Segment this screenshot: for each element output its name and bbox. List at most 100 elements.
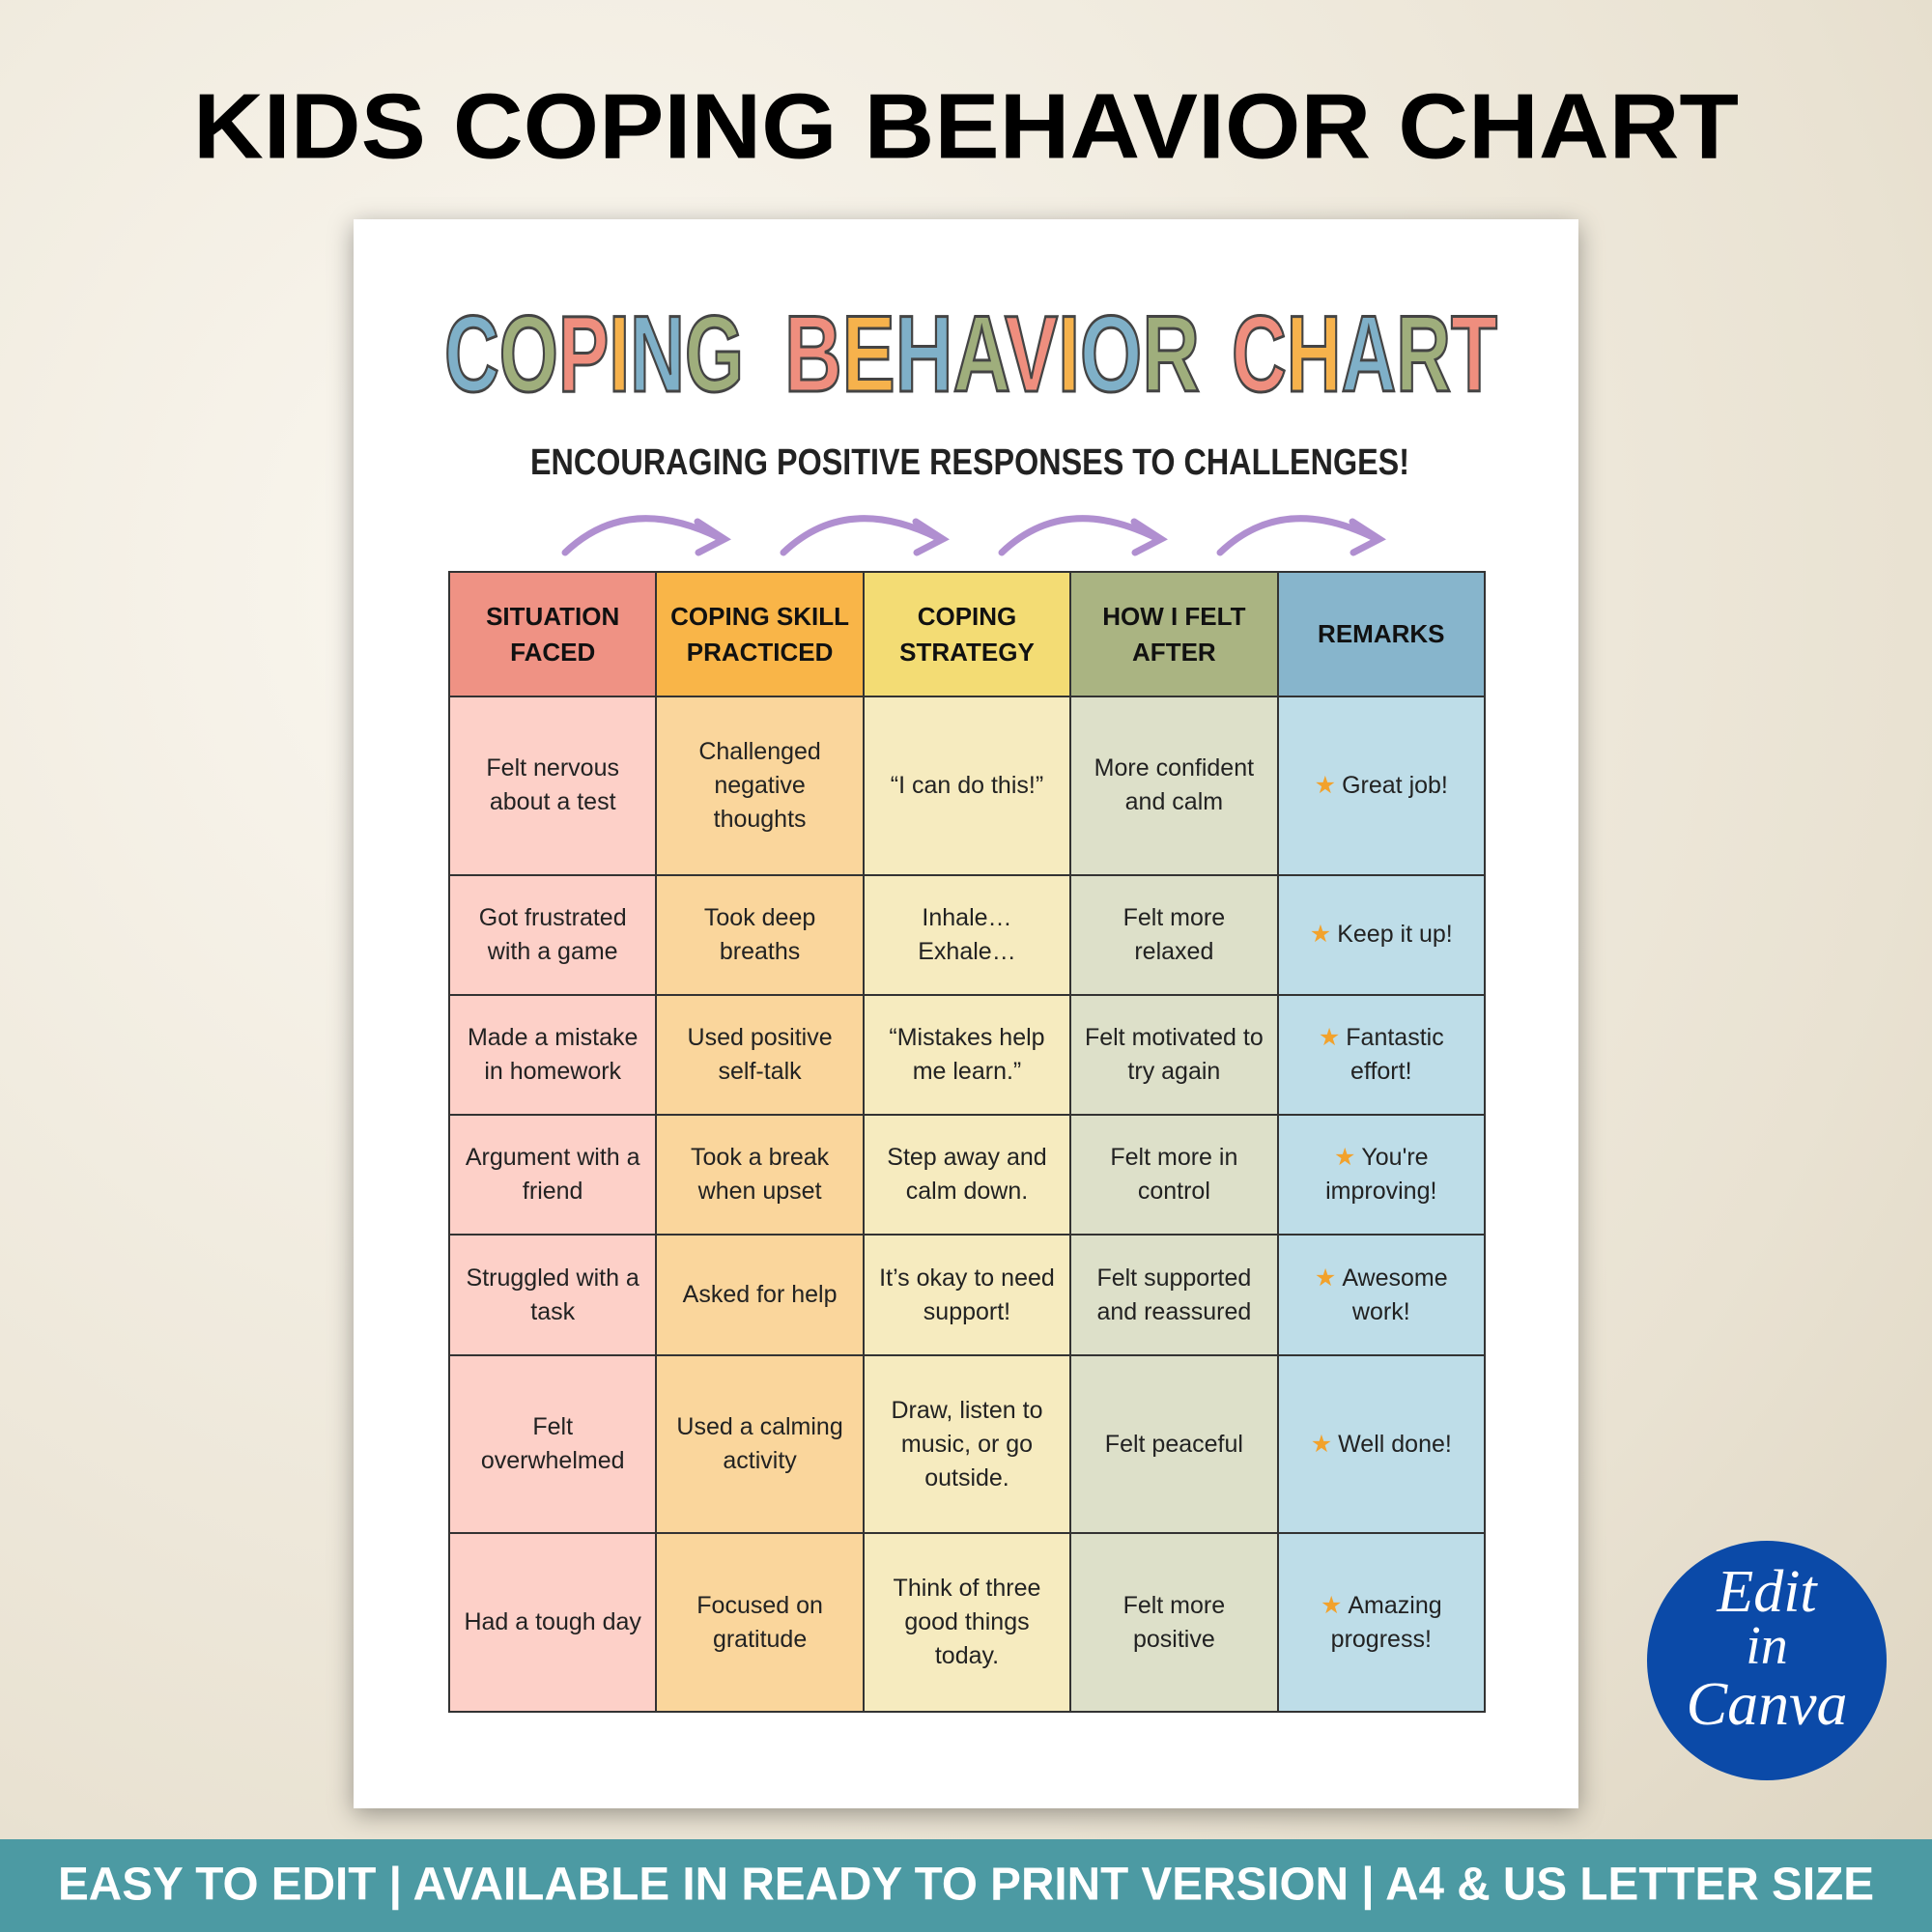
cell: Struggled with a task [447,1234,658,1356]
star-icon: ★ [1333,1144,1356,1172]
cell: Felt supported and reassured [1069,1234,1279,1356]
cell-text: You're improving! [1325,1144,1437,1206]
badge-line: in [1746,1616,1788,1676]
cell: Used a calming activity [655,1353,865,1535]
table-row: Got frustrated with a game Took deep brea… [447,873,1487,996]
cell-text: Felt more relaxed [1122,903,1226,965]
cell: Took deep breaths [655,873,865,996]
cell-text: Asked for help [682,1281,838,1309]
star-icon: ★ [1320,1591,1343,1619]
cell: ★ Fantastic effort! [1276,993,1487,1117]
cell: Draw, listen to music, or go outside. [862,1353,1072,1535]
cell: “I can do this!” [862,696,1072,876]
star-icon: ★ [1318,1024,1341,1052]
page-title: KIDS COPING BEHAVIOR CHART [193,74,1739,178]
column-header: REMARKS [1276,570,1487,698]
cell-text: Fantastic effort! [1346,1024,1444,1086]
arrow [998,515,1168,556]
cell-text: Step away and calm down. [887,1144,1047,1206]
title-word: CHART [1232,294,1497,414]
cell-text: Well done! [1338,1430,1452,1458]
cell-text: Argument with a friend [465,1144,640,1206]
badge-line: Edit [1716,1559,1818,1625]
cell-text: Felt nervous about a test [486,754,619,816]
cell: More confident and calm [1069,696,1279,876]
cell: Took a break when upset [655,1114,865,1236]
cell-text: Had a tough day [464,1608,641,1636]
chart-title: COPING BEHAVIOR CHART [443,293,1499,416]
cell: ★ You're improving! [1276,1114,1487,1236]
column-header: SITUATION FACED [447,570,658,698]
cell: Felt peaceful [1069,1353,1279,1535]
cell: Felt more in control [1069,1114,1279,1236]
subtitle: ENCOURAGING POSITIVE RESPONSES TO CHALLE… [530,442,1409,483]
cell-text: Challenged negative thoughts [698,737,821,833]
cell: It’s okay to need support! [862,1234,1072,1356]
arrow [561,515,731,556]
cell: Had a tough day [447,1532,658,1713]
column-header: HOW I FELT AFTER [1069,570,1279,698]
cell-text: Felt motivated to try again [1084,1024,1264,1086]
header-row: SITUATION FACED COPING SKILL PRACTICED COP… [447,570,1487,698]
cell: ★ Great job! [1276,696,1487,876]
cell-text: Struggled with a task [466,1264,639,1325]
cell: ★ Keep it up! [1276,873,1487,996]
cell-text: “Mistakes help me learn.” [889,1024,1045,1086]
table-row: Had a tough day Focused on gratitude Think… [447,1532,1487,1713]
title-word: BEHAVIOR [784,294,1200,414]
star-icon: ★ [1314,1264,1337,1292]
table-row: Felt nervous about a test Challenged nega… [447,696,1487,876]
cell: Inhale… Exhale… [862,873,1072,996]
table-row: Felt overwhelmed Used a calming activity D… [447,1353,1487,1535]
star-icon: ★ [1309,921,1332,949]
cell-text: Inhale… Exhale… [918,903,1016,965]
arrow [1216,515,1386,556]
cell: Felt overwhelmed [447,1353,658,1535]
cell: ★ Well done! [1276,1353,1487,1535]
cell: Challenged negative thoughts [655,696,865,876]
cell: Focused on gratitude [655,1532,865,1713]
cell-text: Felt more in control [1110,1144,1238,1206]
cell: “Mistakes help me learn.” [862,993,1072,1117]
banner [0,1839,1932,1932]
cell: Asked for help [655,1234,865,1356]
cell-text: More confident and calm [1094,754,1255,816]
table-row: Made a mistake in homework Used positive … [447,993,1487,1117]
cell-text: Focused on gratitude [696,1591,823,1653]
cell-text: Felt more positive [1122,1591,1226,1653]
cell-text: Used positive self-talk [687,1024,833,1086]
cell-text: Made a mistake in homework [467,1024,639,1086]
cell: ★ Amazing progress! [1276,1532,1487,1713]
cell: Felt more positive [1069,1532,1279,1713]
badge-text: Edit in Canva [1686,1559,1847,1738]
cell-text: Think of three good things today. [893,1575,1041,1670]
table: SITUATION FACED COPING SKILL PRACTICED COP… [447,570,1487,1713]
cell: Step away and calm down. [862,1114,1072,1236]
cell: ★ Awesome work! [1276,1234,1487,1356]
cell-text: Got frustrated with a game [478,903,627,965]
cell: Argument with a friend [447,1114,658,1236]
column-header: COPING SKILL PRACTICED [655,570,865,698]
cell-text: Took deep breaths [703,903,816,965]
cell-text: “I can do this!” [890,771,1044,799]
star-icon: ★ [1310,1430,1333,1458]
cell: Felt more relaxed [1069,873,1279,996]
badge [1647,1541,1887,1780]
cell: Got frustrated with a game [447,873,658,996]
badge-line: Canva [1686,1669,1847,1738]
arrow [780,515,950,556]
cell: Used positive self-talk [655,993,865,1117]
cell-text: Draw, listen to music, or go outside. [891,1396,1043,1492]
cell: Think of three good things today. [862,1532,1072,1713]
cell-text: Felt peaceful [1104,1430,1243,1458]
arrows [561,515,1386,556]
cell-text: Took a break when upset [691,1144,830,1206]
cell-text: Felt supported and reassured [1096,1264,1252,1325]
cell-text: Amazing progress! [1330,1591,1442,1653]
cell-text: It’s okay to need support! [879,1264,1055,1325]
banner-text: EASY TO EDIT | AVAILABLE IN READY TO PRI… [58,1860,1874,1911]
star-icon: ★ [1314,771,1337,799]
